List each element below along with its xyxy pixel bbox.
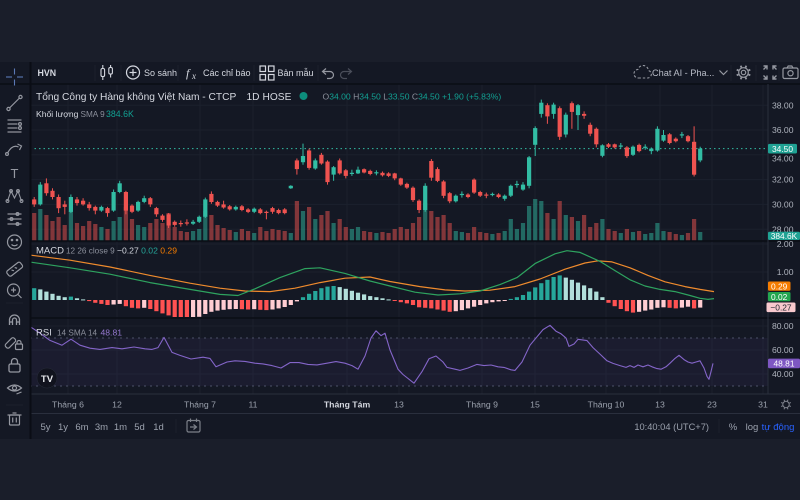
svg-text:48.81: 48.81 <box>101 328 123 338</box>
svg-text:28.00: 28.00 <box>772 224 794 234</box>
svg-text:HVN: HVN <box>38 68 57 78</box>
svg-text:1y: 1y <box>58 422 68 433</box>
svg-text:Bản mẫu: Bản mẫu <box>278 68 314 78</box>
svg-text:O34.00 H34.50 L33.50 C34.50 +1: O34.00 H34.50 L33.50 C34.50 +1.90 (+5.83… <box>323 92 502 102</box>
svg-text:40.00: 40.00 <box>772 369 794 379</box>
svg-text:38.00: 38.00 <box>772 100 794 110</box>
svg-text:1D: 1D <box>247 92 260 103</box>
svg-text:80.00: 80.00 <box>772 321 794 331</box>
svg-text:1m: 1m <box>114 422 127 433</box>
svg-text:1.00: 1.00 <box>777 267 794 277</box>
svg-text:13: 13 <box>394 400 404 410</box>
svg-text:Tháng 6: Tháng 6 <box>52 400 84 410</box>
svg-text:Tổng Công ty Hàng không Việt N: Tổng Công ty Hàng không Việt Nam - CTCP <box>36 91 236 103</box>
svg-text:14 SMA 14: 14 SMA 14 <box>57 329 97 338</box>
svg-text:34.00: 34.00 <box>772 154 794 164</box>
svg-text:Khối lượng: Khối lượng <box>36 109 79 119</box>
svg-text:60.00: 60.00 <box>772 345 794 355</box>
svg-text:0.02: 0.02 <box>771 292 788 302</box>
svg-text:23: 23 <box>707 400 717 410</box>
svg-text:Tháng 9: Tháng 9 <box>466 400 498 410</box>
svg-text:log: log <box>746 422 759 433</box>
svg-text:11: 11 <box>248 400 257 410</box>
svg-text:1d: 1d <box>153 422 164 433</box>
svg-text:MACD: MACD <box>36 246 64 257</box>
svg-text:Tháng Tám: Tháng Tám <box>324 400 371 410</box>
svg-text:−0.27 0.02 0.29: −0.27 0.02 0.29 <box>117 246 177 256</box>
svg-text:12: 12 <box>112 400 122 410</box>
svg-text:TV: TV <box>41 374 54 385</box>
svg-text:15: 15 <box>530 400 540 410</box>
svg-text:12 26 close 9: 12 26 close 9 <box>66 247 115 256</box>
svg-text:HOSE: HOSE <box>263 92 292 103</box>
svg-text:384.6K: 384.6K <box>106 109 134 119</box>
svg-text:f: f <box>186 66 191 80</box>
svg-text:5y: 5y <box>40 422 50 433</box>
svg-text:384.6K: 384.6K <box>771 231 798 241</box>
svg-text:−0.27: −0.27 <box>770 303 792 313</box>
svg-text:36.00: 36.00 <box>772 125 794 135</box>
svg-text:x: x <box>191 71 196 81</box>
svg-text:Chat AI - Pha...: Chat AI - Pha... <box>652 68 714 78</box>
svg-text:6m: 6m <box>75 422 88 433</box>
svg-text:48.81: 48.81 <box>774 359 795 369</box>
svg-text:10:40:04 (UTC+7): 10:40:04 (UTC+7) <box>634 422 709 432</box>
svg-text:5d: 5d <box>134 422 145 433</box>
svg-text:T: T <box>11 166 19 181</box>
svg-text:Tháng 7: Tháng 7 <box>184 400 216 410</box>
svg-text:RSI: RSI <box>36 328 52 339</box>
svg-text:So sánh: So sánh <box>144 68 177 78</box>
svg-text:Các chỉ báo: Các chỉ báo <box>203 68 251 78</box>
svg-text:2.00: 2.00 <box>777 239 794 249</box>
svg-text:3m: 3m <box>95 422 108 433</box>
svg-text:31: 31 <box>758 400 768 410</box>
svg-text:34.50: 34.50 <box>772 144 793 154</box>
svg-text:0.29: 0.29 <box>771 281 788 291</box>
svg-text:SMA 9: SMA 9 <box>81 110 106 119</box>
svg-text:tự động: tự động <box>762 422 795 433</box>
svg-text:30.00: 30.00 <box>772 200 794 210</box>
svg-text:32.00: 32.00 <box>772 175 794 185</box>
svg-text:Tháng 10: Tháng 10 <box>588 400 625 410</box>
svg-text:%: % <box>729 422 738 433</box>
svg-text:13: 13 <box>655 400 665 410</box>
